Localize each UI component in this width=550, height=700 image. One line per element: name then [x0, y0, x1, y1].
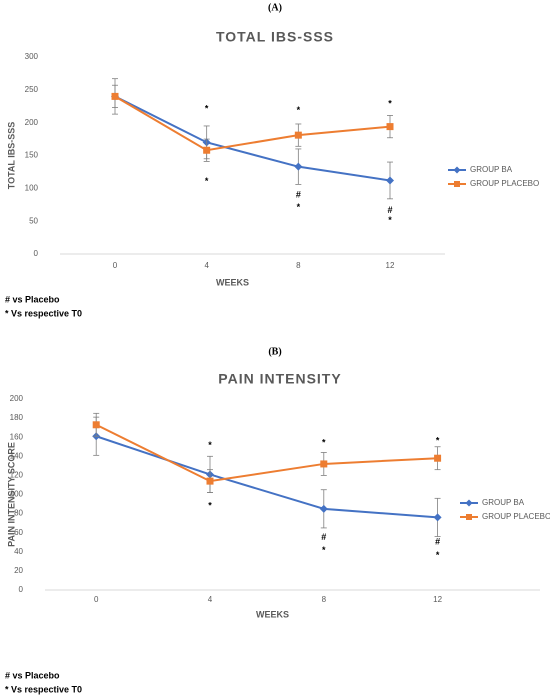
y-tick-label: 200 [25, 118, 39, 127]
y-tick-label: 160 [10, 432, 24, 441]
x-axis-label: WEEKS [216, 277, 249, 287]
footnote: * Vs respective T0 [5, 308, 82, 318]
annotation: # [296, 189, 301, 199]
legend-label: GROUP BA [482, 498, 525, 507]
legend-marker [454, 181, 460, 187]
marker [386, 176, 394, 185]
legend-marker [453, 166, 461, 174]
legend-marker [466, 514, 472, 520]
annotation: * [208, 500, 212, 510]
x-tick-label: 0 [113, 261, 118, 270]
y-tick-label: 180 [10, 413, 24, 422]
marker [320, 460, 328, 468]
y-tick-label: 80 [14, 509, 23, 518]
annotation: * [388, 215, 392, 225]
chart-title: TOTAL IBS-SSS [216, 29, 334, 45]
y-tick-label: 40 [14, 547, 23, 556]
marker [434, 454, 442, 462]
annotation: # [321, 532, 326, 542]
y-tick-label: 120 [10, 471, 24, 480]
x-tick-label: 4 [208, 595, 213, 604]
marker [206, 477, 214, 485]
y-tick-label: 20 [14, 566, 23, 575]
y-tick-label: 250 [25, 85, 39, 94]
panel-label: (A) [268, 2, 282, 13]
annotation: * [208, 440, 212, 450]
series-line [95, 435, 438, 519]
legend-marker [465, 499, 473, 507]
panel-label: (B) [268, 346, 281, 357]
annotation: * [205, 103, 209, 113]
y-tick-label: 100 [10, 490, 24, 499]
chart-title: PAIN INTENSITY [218, 371, 341, 387]
marker [319, 504, 328, 513]
x-tick-label: 8 [296, 261, 301, 270]
y-axis-label: TOTAL IBS-SSS [6, 122, 16, 190]
x-tick-label: 12 [433, 595, 442, 604]
marker [386, 123, 394, 131]
x-tick-label: 12 [386, 261, 395, 270]
marker [294, 162, 303, 171]
annotation: * [297, 202, 301, 212]
marker [433, 513, 442, 522]
footnote: # vs Placebo [5, 670, 60, 680]
y-tick-label: 150 [25, 151, 39, 160]
annotation: * [205, 176, 209, 186]
annotation: * [322, 437, 326, 447]
series-line [114, 95, 391, 152]
annotation: * [297, 105, 301, 115]
marker [203, 146, 211, 154]
series-line [114, 95, 391, 182]
marker [92, 421, 100, 429]
footnote: # vs Placebo [5, 294, 60, 304]
y-tick-label: 50 [29, 216, 38, 225]
legend-label: GROUP BA [470, 165, 513, 174]
y-tick-label: 200 [10, 394, 24, 403]
marker [294, 131, 302, 139]
footnote: * Vs respective T0 [5, 684, 82, 694]
annotation: * [436, 550, 440, 560]
y-tick-label: 140 [10, 451, 24, 460]
legend-label: GROUP PLACEBO [482, 512, 550, 521]
y-tick-label: 60 [14, 528, 23, 537]
y-axis-label: PAIN INTENSITY SCORE [6, 442, 16, 547]
annotation: * [322, 545, 326, 555]
annotation: * [436, 435, 440, 445]
y-tick-label: 300 [25, 52, 39, 61]
annotation: # [387, 205, 392, 215]
legend-label: GROUP PLACEBO [470, 179, 539, 188]
x-tick-label: 0 [94, 595, 99, 604]
x-tick-label: 8 [322, 595, 327, 604]
series-line [95, 423, 438, 483]
y-tick-label: 100 [25, 183, 39, 192]
marker [111, 92, 119, 100]
y-tick-label: 0 [19, 585, 24, 594]
annotation: # [435, 537, 440, 547]
y-tick-label: 0 [34, 249, 39, 258]
annotation: * [388, 99, 392, 109]
x-axis-label: WEEKS [256, 609, 289, 619]
x-tick-label: 4 [204, 261, 209, 270]
